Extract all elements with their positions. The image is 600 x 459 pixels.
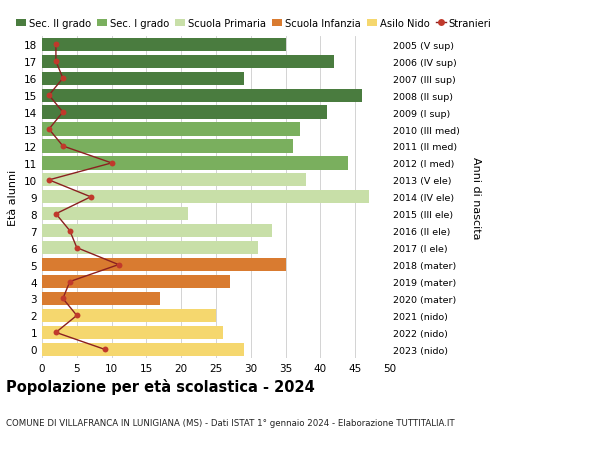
Point [51, 211, 61, 218]
Bar [42, 309, 216, 322]
Legend: Sec. II grado, Sec. I grado, Scuola Primaria, Scuola Infanzia, Asilo Nido, Stran: Sec. II grado, Sec. I grado, Scuola Prim… [16, 18, 491, 28]
Bar [42, 174, 307, 187]
Bar [42, 258, 286, 272]
Point [51, 329, 61, 336]
Bar [42, 56, 334, 69]
Bar [42, 275, 230, 289]
Point [107, 160, 116, 167]
Point [72, 245, 82, 252]
Y-axis label: Età alunni: Età alunni [8, 169, 19, 225]
Bar [42, 157, 348, 170]
Bar [42, 106, 328, 119]
Bar [42, 191, 369, 204]
Bar [42, 39, 286, 52]
Point [51, 58, 61, 66]
Point [72, 312, 82, 319]
Bar [42, 140, 293, 153]
Point [44, 92, 54, 100]
Bar [42, 326, 223, 339]
Bar [42, 73, 244, 85]
Y-axis label: Anni di nascita: Anni di nascita [471, 156, 481, 239]
Text: Popolazione per età scolastica - 2024: Popolazione per età scolastica - 2024 [6, 379, 315, 395]
Bar [42, 90, 362, 102]
Point [100, 346, 109, 353]
Bar [42, 224, 272, 238]
Point [44, 126, 54, 134]
Bar [42, 207, 188, 221]
Bar [42, 292, 160, 305]
Bar [42, 343, 244, 356]
Text: COMUNE DI VILLAFRANCA IN LUNIGIANA (MS) - Dati ISTAT 1° gennaio 2024 - Elaborazi: COMUNE DI VILLAFRANCA IN LUNIGIANA (MS) … [6, 418, 455, 427]
Point [65, 278, 74, 285]
Point [51, 41, 61, 49]
Point [114, 261, 124, 269]
Point [58, 295, 68, 302]
Point [65, 228, 74, 235]
Point [58, 109, 68, 117]
Point [44, 177, 54, 184]
Point [58, 143, 68, 150]
Point [86, 194, 95, 201]
Bar [42, 123, 299, 136]
Point [58, 75, 68, 83]
Bar [42, 241, 258, 255]
